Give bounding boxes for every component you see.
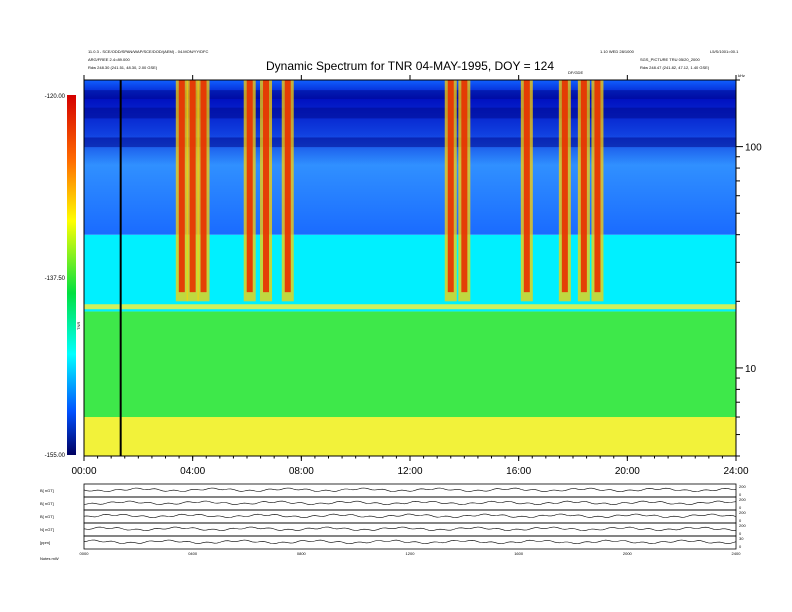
burst: [561, 80, 568, 293]
header-right-line-1: 1.10 WED 28/1000: [600, 49, 635, 54]
timeseries-right-tick: 0: [739, 518, 742, 523]
burst: [189, 80, 196, 293]
timeseries-x-tick-label: 2000: [623, 551, 633, 556]
timeseries-panel-frame: [83, 509, 737, 524]
timeseries-x-tick-label: 1200: [406, 551, 416, 556]
dark-streak: [84, 90, 736, 99]
band-mid: [84, 311, 736, 418]
dark-streak: [84, 107, 736, 119]
burst: [263, 80, 270, 293]
header-right-line-2: SGS_PICTURE TRU 05/20_2000: [640, 57, 701, 62]
timeseries-panel-label: [ppm]: [40, 540, 50, 545]
timeseries-trace: [83, 487, 737, 493]
timeseries-right-tick: 0: [739, 505, 742, 510]
transition-ridge: [84, 304, 736, 310]
timeseries-panel-label: N[ nGT]: [40, 527, 54, 532]
timeseries-right-tick: 200: [739, 497, 746, 502]
colorbar-tick-bottom: -155.00: [45, 453, 66, 459]
burst: [523, 80, 530, 293]
header-left-line-3: Rdw 248.30 (241.51, 48.30, 2.00 GSE): [88, 65, 158, 70]
header-right-line-3: Rdw 248.47 (241.82, 47.12, 1.40 GSE): [640, 65, 710, 70]
burst: [246, 80, 253, 293]
marker-label: DF/GDE: [568, 70, 583, 75]
timeseries-trace: [83, 500, 737, 506]
timeseries-panel-frame: [83, 483, 737, 498]
timeseries-trace: [83, 513, 737, 519]
burst: [580, 80, 587, 293]
timeseries-panel-frame: [83, 496, 737, 511]
burst: [594, 80, 601, 293]
footer-label: Notes mW: [40, 556, 59, 561]
burst: [178, 80, 185, 293]
timeseries-x-tick-label: 0000: [80, 551, 90, 556]
y-unit-label: kHz: [738, 73, 745, 78]
timeseries-panel-label: B[ nGT]: [40, 514, 54, 519]
x-tick-label: 12:00: [397, 466, 422, 477]
x-tick-label: 24:00: [723, 466, 748, 477]
header-right-small: L5/S/1001=00.1: [710, 49, 739, 54]
timeseries-trace: [83, 526, 737, 532]
chart-title: Dynamic Spectrum for TNR 04-MAY-1995, DO…: [266, 59, 554, 73]
timeseries-right-tick: 0: [739, 544, 742, 549]
timeseries-right-tick: 200: [739, 523, 746, 528]
colorbar-tick-mid: -137.50: [45, 276, 66, 282]
timeseries-panel-label: B[ nGT]: [40, 501, 54, 506]
colorbar-label: TNR: [76, 322, 81, 330]
timeseries-x-tick-label: 0400: [188, 551, 198, 556]
colorbar: [67, 95, 76, 455]
x-tick-label: 08:00: [289, 466, 314, 477]
timeseries-right-tick: 200: [739, 510, 746, 515]
x-tick-label: 04:00: [180, 466, 205, 477]
timeseries-right-tick: 0: [739, 531, 742, 536]
x-tick-label: 00:00: [71, 466, 96, 477]
timeseries-right-tick: 30: [739, 536, 744, 541]
burst: [461, 80, 468, 293]
burst: [447, 80, 454, 293]
burst: [284, 80, 291, 293]
timeseries-x-tick-label: 0800: [297, 551, 307, 556]
timeseries-panel-frame: [83, 535, 737, 550]
timeseries-right-tick: 0: [739, 492, 742, 497]
timeseries-panel-label: B[ nGT]: [40, 488, 54, 493]
band-low: [84, 417, 736, 456]
y-tick-label: 10: [745, 364, 757, 375]
x-tick-label: 20:00: [615, 466, 640, 477]
header-left-line-2: ARG/FREE 2.4=89.000: [88, 57, 130, 62]
timeseries-right-tick: 200: [739, 484, 746, 489]
timeseries-x-tick-label: 2400: [732, 551, 742, 556]
timeseries-x-tick-label: 1600: [514, 551, 524, 556]
x-tick-label: 16:00: [506, 466, 531, 477]
header-left-line-1: 11.0.3 - SCE/ODD/SPAN/WAP/SCE/DOD/(AEM) …: [88, 49, 209, 54]
colorbar-tick-top: -120.00: [45, 94, 66, 100]
y-tick-label: 100: [745, 143, 762, 154]
spectrogram: [84, 80, 736, 456]
burst: [200, 80, 207, 293]
timeseries-trace: [83, 539, 737, 545]
dark-streak: [84, 137, 736, 148]
